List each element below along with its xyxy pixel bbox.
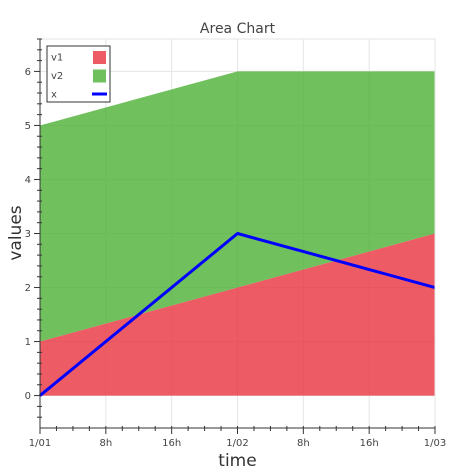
legend: v1 v2 x [46,45,111,103]
y-tick-label: 3 [25,229,31,240]
x-tick-label: 1/01 [29,438,51,449]
x-tick-label: 16h [162,438,181,449]
chart-title: Area Chart [200,21,276,37]
area-series-layer [40,71,435,396]
legend-label-v1: v1 [51,53,63,64]
x-axis-label: time [218,451,256,471]
legend-label-x: x [51,90,57,101]
x-tick-label: 16h [360,438,379,449]
y-tick-label: 0 [25,391,31,402]
y-tick-label: 1 [25,337,31,348]
y-axis-label: values [6,205,26,260]
axes: 0 1 2 3 4 5 6 1/01 8h 16h 1/02 8h 16h 1/03 [25,38,446,449]
line-x [39,232,436,397]
area-v2 [40,71,435,342]
y-tick-label: 5 [25,121,31,132]
x-tick-label: 8h [99,438,112,449]
legend-label-v2: v2 [51,71,63,82]
line-series-layer [39,232,436,397]
x-tick-label: 1/03 [424,438,446,449]
y-tick-label: 6 [25,67,31,78]
y-tick-label: 4 [25,175,31,186]
legend-swatch-v2 [93,69,106,83]
x-tick-label: 8h [297,438,310,449]
area-v1 [40,233,435,396]
legend-swatch-v1 [93,51,106,64]
x-tick-label: 1/02 [226,438,248,449]
y-tick-label: 2 [25,283,31,294]
